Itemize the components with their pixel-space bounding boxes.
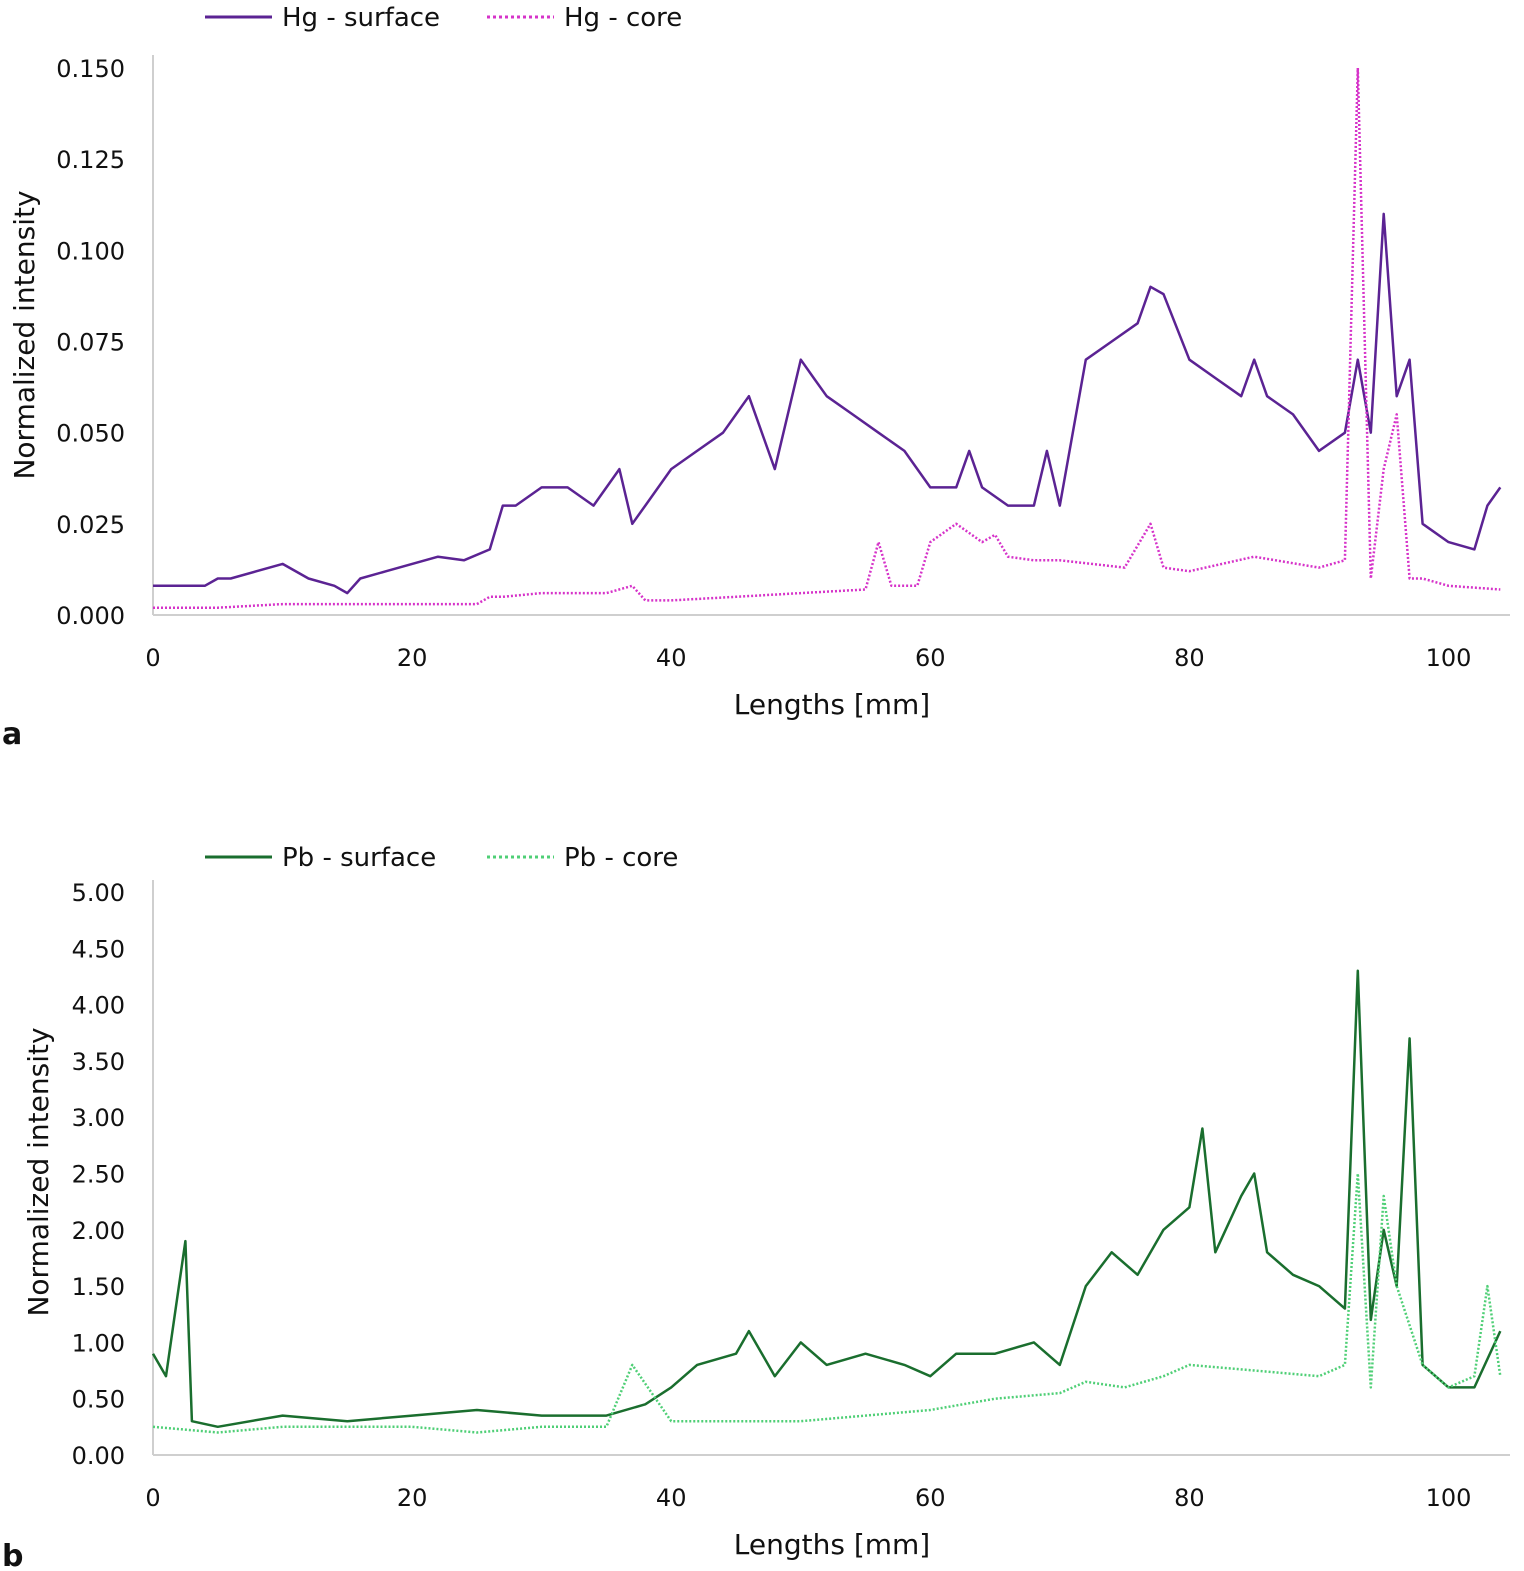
chart-panel-b: Pb - surface Pb - core 0 20 40 60 80 1000.000…	[2, 843, 1510, 1571]
y-axis-title-a: Normalized intensity	[8, 190, 41, 479]
y-tick-label: 4.50	[72, 935, 125, 963]
y-tick-label: 5.00	[72, 879, 125, 907]
legend-label-hg-core: Hg - core	[564, 3, 682, 33]
y-tick-label: 0.025	[56, 511, 125, 539]
y-tick-label: 0.00	[72, 1442, 125, 1470]
y-tick-label: 2.00	[72, 1217, 125, 1245]
x-axis-title-a: Lengths [mm]	[734, 688, 930, 721]
tick-labels-a: 0 20 40 60 80 100 0.000 0.025 0.050 0.075 0.100 0.1…	[56, 55, 1471, 672]
series-line-pb-surface	[151, 969, 1502, 1429]
x-tick-label: 60	[915, 1484, 946, 1512]
y-tick-label: 3.00	[72, 1104, 125, 1132]
legend-a: Hg - surface Hg - core	[205, 3, 682, 33]
x-tick-label: 100	[1426, 1484, 1472, 1512]
series-line-hg-surface	[153, 212, 1502, 595]
chart-panel-a: Hg - surface Hg - core 0 20 40 60 80 100 0.000…	[2, 3, 1510, 752]
legend-label-pb-core: Pb - core	[564, 843, 678, 873]
x-tick-label: 20	[397, 1484, 428, 1512]
x-tick-label: 0	[145, 644, 160, 672]
x-tick-label: 20	[397, 644, 428, 672]
y-tick-label: 0.125	[56, 146, 125, 174]
y-tick-label: 1.00	[72, 1329, 125, 1357]
y-tick-label: 0.050	[56, 420, 125, 448]
x-tick-label: 40	[656, 1484, 687, 1512]
x-tick-label: 60	[915, 644, 946, 672]
x-axis-title-b: Lengths [mm]	[734, 1528, 930, 1561]
panel-label-b: b	[2, 1539, 23, 1571]
panel-label-a: a	[2, 717, 22, 752]
series-lines-a	[153, 66, 1502, 609]
y-tick-label: 0.100	[56, 237, 125, 265]
x-tick-label: 0	[145, 1484, 160, 1512]
y-tick-label: 0.000	[56, 602, 125, 630]
series-line-hg-core	[153, 66, 1501, 609]
x-tick-label: 80	[1174, 1484, 1205, 1512]
y-tick-label: 0.50	[72, 1386, 125, 1414]
y-tick-label: 1.50	[72, 1273, 125, 1301]
y-tick-label: 3.50	[72, 1048, 125, 1076]
y-tick-label: 2.50	[72, 1161, 125, 1189]
y-tick-label: 0.075	[56, 329, 125, 357]
y-axis-title-b: Normalized intensity	[22, 1027, 55, 1316]
x-tick-label: 100	[1426, 644, 1472, 672]
legend-label-hg-surface: Hg - surface	[282, 3, 440, 33]
legend-b: Pb - surface Pb - core	[205, 843, 678, 873]
series-lines-b	[151, 969, 1502, 1434]
x-tick-label: 80	[1174, 644, 1205, 672]
tick-labels-b: 0 20 40 60 80 100 0.00 0.50 1.00 1.50 2.00 2.50 3.00…	[72, 879, 1472, 1512]
series-line-pb-core	[152, 1172, 1502, 1434]
legend-label-pb-surface: Pb - surface	[282, 843, 436, 873]
y-tick-label: 0.150	[56, 55, 125, 83]
y-tick-label: 4.00	[72, 992, 125, 1020]
x-tick-label: 40	[656, 644, 687, 672]
